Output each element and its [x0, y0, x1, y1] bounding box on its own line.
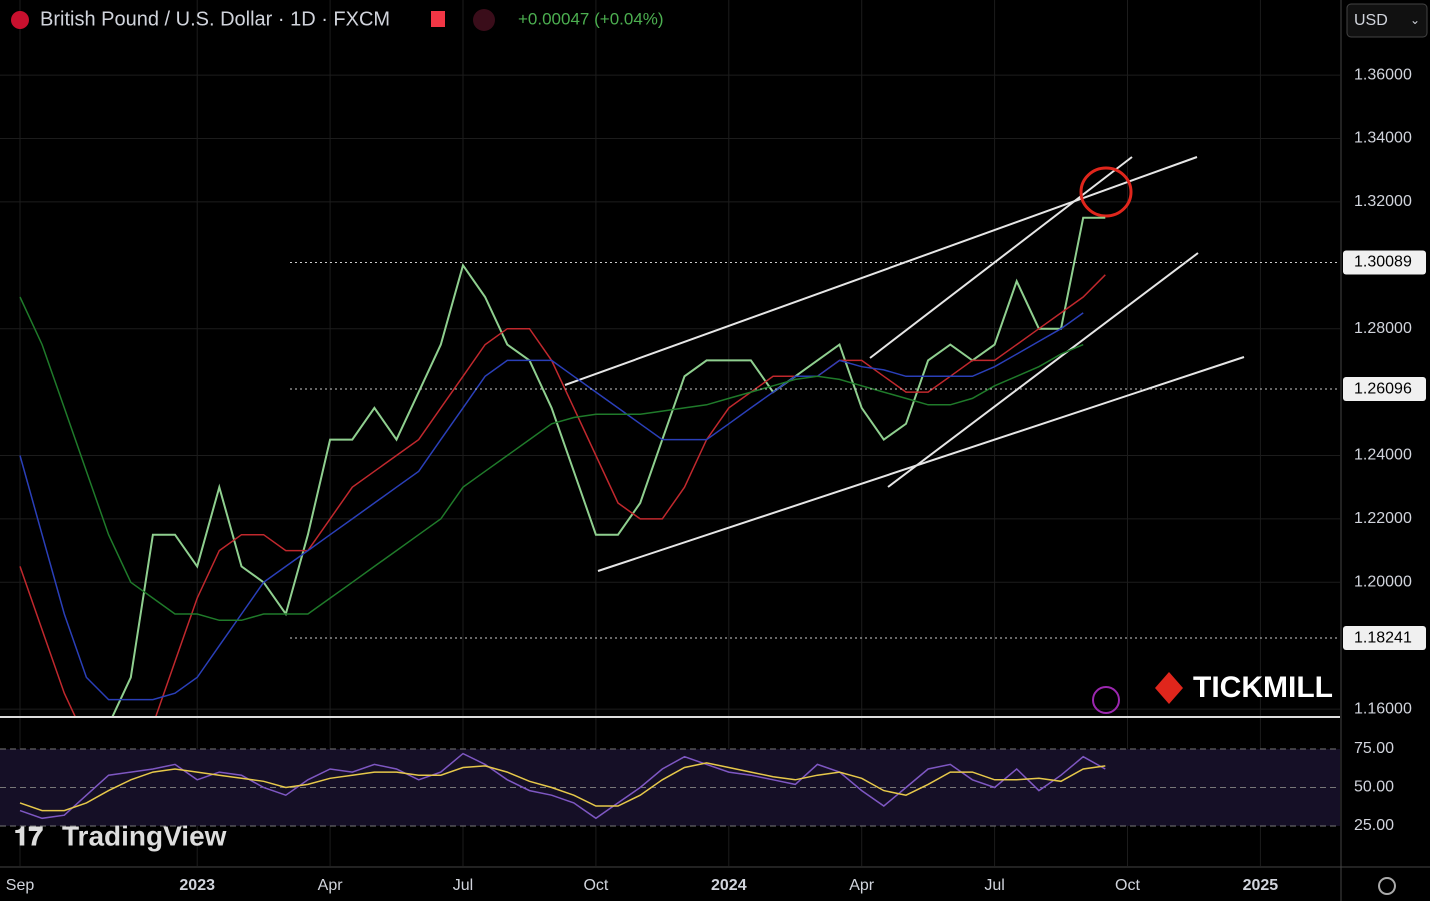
flag-icon: [11, 11, 29, 29]
level-box: [1343, 250, 1426, 275]
x-tick-label: Apr: [318, 877, 344, 894]
symbol-title: British Pound / U.S. Dollar · 1D · FXCM: [40, 8, 390, 30]
price-change: +0.00047 (+0.04%): [518, 9, 664, 28]
x-tick-label: Oct: [1115, 877, 1140, 894]
y-tick-label: 75.00: [1354, 740, 1394, 757]
platform-logo: 𝟏𝟕: [14, 821, 43, 851]
y-tick-label: 1.34000: [1354, 130, 1412, 147]
series-line: [111, 216, 1106, 717]
settings-icon[interactable]: [1378, 877, 1396, 895]
platform-name: TradingView: [62, 820, 227, 851]
series-line: [19, 296, 1084, 622]
highlight-circle: [1079, 166, 1133, 218]
x-tick-label: 2024: [711, 877, 747, 894]
x-tick-label: Jul: [984, 877, 1004, 894]
indicator-icon[interactable]: [473, 9, 495, 31]
y-tick-label: 1.22000: [1354, 510, 1412, 527]
x-tick-label: Sep: [6, 877, 35, 894]
series-line: [19, 274, 1106, 717]
series-line: [19, 312, 1084, 701]
y-tick-label: 1.20000: [1354, 574, 1412, 591]
y-tick-label: 1.16000: [1354, 700, 1412, 717]
x-tick-label: Jul: [453, 877, 473, 894]
x-tick-label: Oct: [583, 877, 608, 894]
dropdown-arrow[interactable]: ⌄: [1410, 13, 1420, 27]
y-tick-label: 1.36000: [1354, 66, 1412, 83]
level-label: 1.26096: [1354, 380, 1412, 397]
currency-label[interactable]: USD: [1354, 12, 1388, 29]
y-tick-label: 1.28000: [1354, 320, 1412, 337]
series-line: [19, 752, 1106, 820]
currency-select[interactable]: [1346, 3, 1428, 38]
y-tick-label: 1.32000: [1354, 193, 1412, 210]
flag[interactable]: [431, 11, 445, 27]
y-tick-label: 25.00: [1354, 817, 1394, 834]
alert-icon[interactable]: [1092, 686, 1120, 714]
broker-name: TICKMILL: [1193, 671, 1333, 704]
broker-logo: [1155, 672, 1183, 704]
level-box: [1343, 377, 1426, 402]
level-box: [1343, 626, 1426, 651]
x-tick-label: 2025: [1243, 877, 1279, 894]
y-tick-label: 1.24000: [1354, 447, 1412, 464]
x-tick-label: 2023: [179, 877, 215, 894]
trendlines: [564, 156, 1245, 572]
y-tick-label: 50.00: [1354, 779, 1394, 796]
level-label: 1.18241: [1354, 629, 1412, 646]
series-line: [19, 762, 1106, 812]
x-tick-label: Apr: [849, 877, 875, 894]
level-label: 1.30089: [1354, 254, 1412, 271]
